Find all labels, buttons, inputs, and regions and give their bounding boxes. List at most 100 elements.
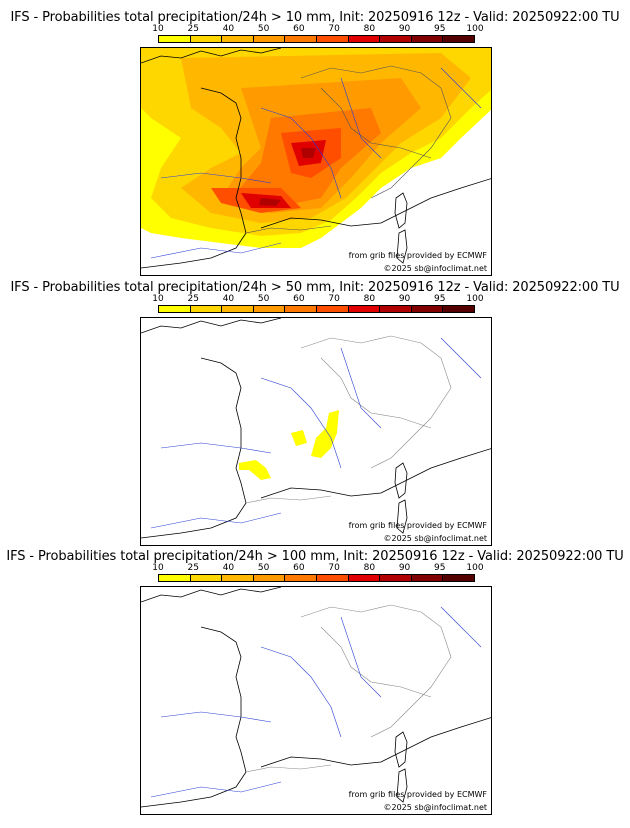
scale-labels: 10 25 40 50 60 70 80 90 95 100 <box>152 294 483 304</box>
scale-label: 10 <box>152 294 164 304</box>
coastlines <box>141 318 491 539</box>
coast-path <box>394 192 408 229</box>
river-path <box>150 781 282 798</box>
scale-segment <box>348 306 381 312</box>
scale-label: 80 <box>363 24 376 34</box>
scale-segment <box>190 306 223 312</box>
scale-segment <box>159 36 191 42</box>
scale-segment <box>222 575 254 581</box>
scale-label: 90 <box>398 294 411 304</box>
river-path <box>260 646 342 738</box>
scale-segment <box>285 575 317 581</box>
coastlines <box>141 48 491 269</box>
river-path <box>340 347 382 429</box>
scale-segment <box>380 36 412 42</box>
coast-path <box>394 462 408 499</box>
borders <box>245 604 452 773</box>
map-svg <box>141 318 491 539</box>
scale-segment <box>443 306 474 312</box>
border-path <box>300 65 452 199</box>
scale-segment <box>316 36 349 42</box>
panel-title: IFS - Probabilities total precipitation/… <box>10 10 620 25</box>
border-path <box>320 626 432 698</box>
credit-source: from grib files provided by ECMWF <box>348 251 487 260</box>
coast-path <box>141 587 282 603</box>
river-path <box>160 172 272 184</box>
scale-segment <box>443 36 474 42</box>
coast-path <box>141 626 247 808</box>
scale-segment <box>316 306 349 312</box>
panel-50mm: IFS - Probabilities total precipitation/… <box>0 280 630 550</box>
scale-label: 40 <box>222 24 235 34</box>
probability-shading <box>141 48 491 248</box>
prob-area-10 <box>311 410 339 458</box>
coast-path <box>141 87 247 269</box>
scale-label: 95 <box>434 294 446 304</box>
river-path <box>260 107 342 199</box>
scale-label: 90 <box>398 563 411 573</box>
border-path <box>245 764 332 773</box>
scale-segment <box>253 36 286 42</box>
scale-label: 50 <box>257 24 270 34</box>
rivers <box>150 606 482 798</box>
scale-label: 60 <box>293 294 305 304</box>
scale-segment <box>316 575 349 581</box>
scale-label: 50 <box>257 294 270 304</box>
scale-label: 80 <box>363 294 376 304</box>
credit-source: from grib files provided by ECMWF <box>348 790 487 799</box>
scale-label: 25 <box>187 294 199 304</box>
scale-label: 95 <box>434 24 446 34</box>
river-path <box>160 711 272 723</box>
scale-label: 100 <box>466 24 484 34</box>
scale-label: 50 <box>257 563 270 573</box>
scale-segment <box>411 306 444 312</box>
map-50mm: from grib files provided by ECMWF ©2025 … <box>140 317 492 546</box>
borders <box>245 335 452 504</box>
scale-label: 80 <box>363 563 376 573</box>
scale-segment <box>222 306 254 312</box>
border-path <box>300 335 452 469</box>
panel-title: IFS - Probabilities total precipitation/… <box>6 549 624 564</box>
scale-label: 25 <box>187 563 199 573</box>
scale-segment <box>190 575 223 581</box>
scale-label: 60 <box>293 24 305 34</box>
river-path <box>440 606 482 648</box>
river-path <box>440 337 482 379</box>
rivers <box>150 67 482 259</box>
scale-segment <box>348 36 381 42</box>
color-scale: 10 25 40 50 60 70 80 90 95 100 <box>152 563 484 587</box>
color-scale: 10 25 40 50 60 70 80 90 95 100 <box>152 24 484 48</box>
scale-segment <box>253 575 286 581</box>
scale-segment <box>159 575 191 581</box>
border-path <box>320 357 432 429</box>
scale-segment <box>411 36 444 42</box>
border-path <box>245 495 332 504</box>
scale-label: 10 <box>152 563 164 573</box>
scale-bar <box>158 35 475 43</box>
coast-path <box>141 48 282 64</box>
scale-segment <box>411 575 444 581</box>
scale-bar <box>158 305 475 313</box>
scale-labels: 10 25 40 50 60 70 80 90 95 100 <box>152 24 483 34</box>
map-svg <box>141 587 491 808</box>
prob-area-10 <box>239 460 271 480</box>
scale-label: 25 <box>187 24 199 34</box>
scale-label: 70 <box>328 563 340 573</box>
coast-path <box>141 357 247 539</box>
coast-path <box>141 318 282 334</box>
scale-segment <box>159 306 191 312</box>
scale-label: 90 <box>398 24 411 34</box>
scale-label: 60 <box>293 563 305 573</box>
prob-area-10 <box>291 430 307 446</box>
scale-label: 95 <box>434 563 446 573</box>
scale-segment <box>348 575 381 581</box>
credit-copyright: ©2025 sb@infoclimat.net <box>383 264 488 273</box>
borders <box>245 65 452 234</box>
panel-100mm: IFS - Probabilities total precipitation/… <box>0 549 630 819</box>
scale-label: 70 <box>328 294 340 304</box>
border-path <box>245 225 332 234</box>
scale-segment <box>380 575 412 581</box>
coast-path <box>396 768 408 803</box>
river-path <box>160 442 272 454</box>
credit-copyright: ©2025 sb@infoclimat.net <box>383 803 488 812</box>
